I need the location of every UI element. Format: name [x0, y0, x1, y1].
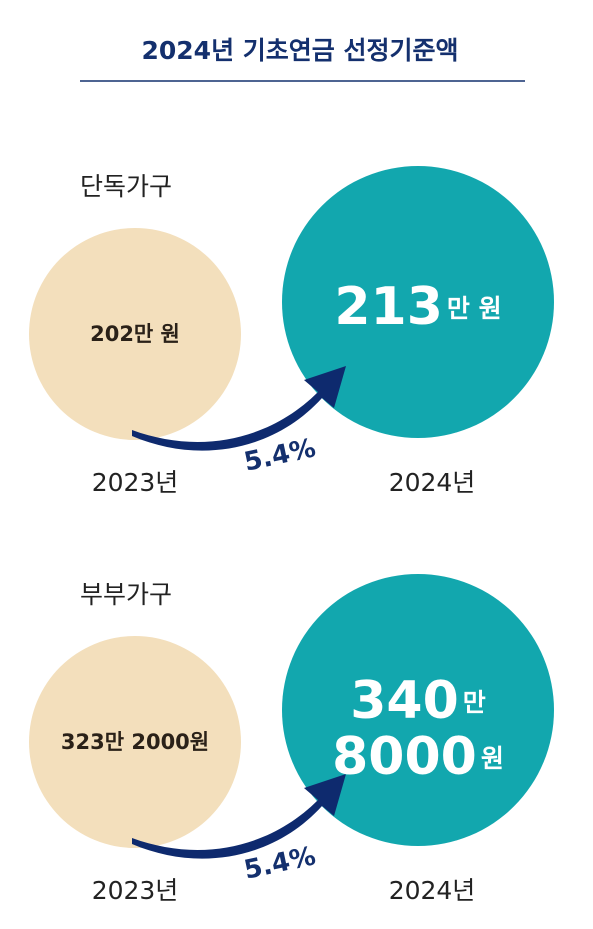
after-amount: 8000 원	[332, 727, 504, 787]
section-label: 단독가구	[80, 172, 172, 201]
after-unit: 원	[481, 744, 504, 773]
before-circle	[29, 636, 241, 848]
growth-arrow	[132, 366, 346, 451]
after-unit: 만 원	[447, 294, 502, 323]
section-label: 부부가구	[80, 580, 172, 609]
after-year: 2024년	[389, 468, 476, 497]
growth-arrow	[132, 774, 346, 859]
after-year: 2024년	[389, 876, 476, 905]
before-year: 2023년	[92, 468, 179, 497]
after-amount: 213 만 원	[334, 277, 501, 337]
before-amount: 202만 원	[90, 322, 180, 346]
after-circle	[282, 574, 554, 846]
before-circle	[29, 228, 241, 440]
after-circle	[282, 166, 554, 438]
after-amount: 340 만	[350, 671, 486, 731]
before-amount: 323만 2000원	[61, 730, 209, 754]
after-number: 8000	[332, 727, 477, 787]
after-number: 340	[350, 671, 459, 731]
after-unit: 만	[463, 688, 486, 717]
before-year: 2023년	[92, 876, 179, 905]
after-number: 213	[334, 277, 443, 337]
title: 2024년 기초연금 선정기준액	[142, 36, 459, 65]
